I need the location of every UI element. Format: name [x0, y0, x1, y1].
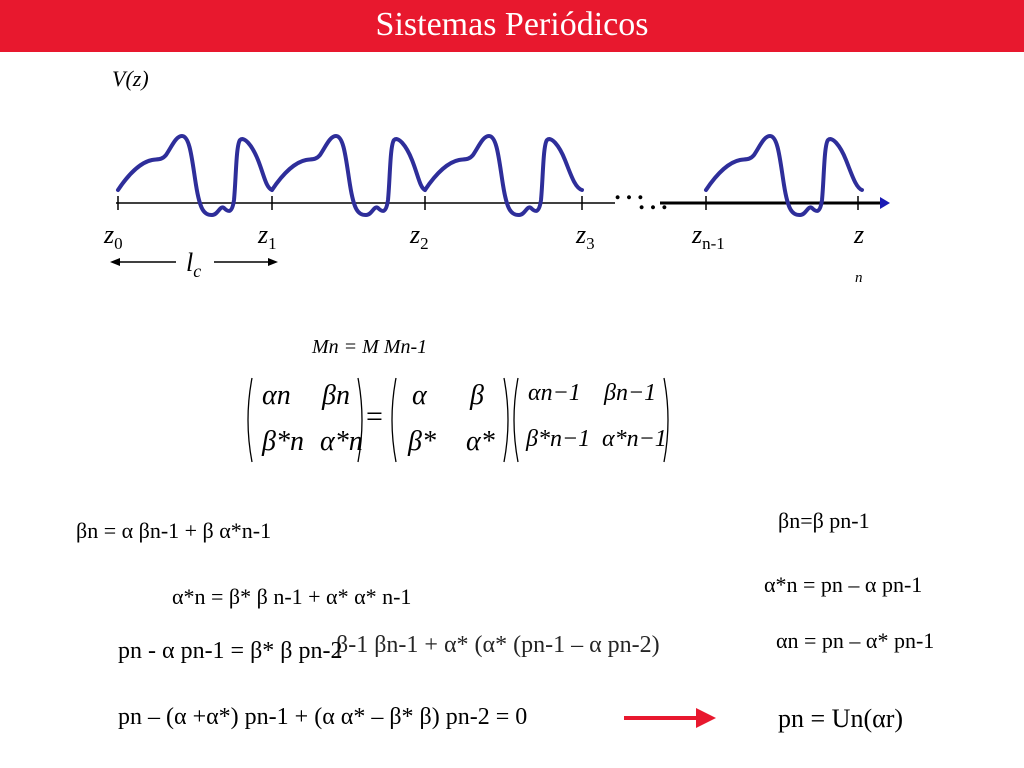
- zn-1-label: zn-1: [692, 220, 725, 254]
- lhs-b: βn: [322, 380, 350, 411]
- axis-arrowhead: [880, 197, 890, 209]
- z0-label: z0: [104, 220, 123, 254]
- lhs-a: αn: [262, 380, 291, 411]
- period-arrow-left-head: [110, 258, 120, 266]
- rhs-a: αn−1: [528, 380, 581, 406]
- periodic-potential-diagram: [110, 134, 890, 266]
- axis-ticks: [117, 196, 859, 210]
- zn-label-subscript: n: [855, 270, 863, 286]
- m-c: β*: [408, 426, 436, 457]
- zn-label: z: [854, 220, 865, 249]
- p-recursion-overlap: β-1 βn-1 + α* (α* (pn-1 – α pn-2): [336, 632, 660, 658]
- alpha-n-p-equation: αn = pn – α* pn-1: [776, 628, 935, 653]
- period-arrow-right-head: [268, 258, 278, 266]
- matrix-brackets: [247, 377, 669, 463]
- m-d: α*: [466, 426, 495, 457]
- alpha-star-n-equation: α*n = β* β n-1 + α* α* n-1: [172, 584, 412, 609]
- rhs-b: βn−1: [604, 380, 657, 406]
- title-bar: [0, 0, 1024, 52]
- z2-label: z2: [410, 220, 429, 254]
- chebyshev-result: pn = Un(αr): [778, 704, 904, 733]
- rhs-c: β*n−1: [526, 426, 591, 452]
- rhs-d: α*n−1: [602, 426, 667, 452]
- ellipsis-upper: …: [612, 170, 648, 207]
- z3-label: z3: [576, 220, 595, 254]
- implies-arrow: [624, 708, 716, 728]
- potential-curve: [116, 134, 864, 217]
- slide-title: Sistemas Periódicos: [375, 6, 649, 43]
- beta-n-p-equation: βn=β pn-1: [778, 508, 870, 533]
- m-b: β: [470, 380, 484, 411]
- matrix-equals: =: [366, 400, 383, 433]
- p-recursion-equation: pn - α pn-1 = β* β pn-2: [118, 638, 343, 664]
- transfer-recursion: Mn = M Mn-1: [312, 336, 428, 358]
- m-a: α: [412, 380, 427, 411]
- ellipsis-lower: …: [636, 180, 672, 217]
- z1-label: z1: [258, 220, 277, 254]
- alpha-star-n-p-equation: α*n = pn – α pn-1: [764, 572, 923, 597]
- potential-axis-label: V(z): [112, 66, 149, 91]
- lhs-c: β*n: [262, 426, 304, 457]
- lhs-d: α*n: [320, 426, 363, 457]
- beta-n-equation: βn = α βn-1 + β α*n-1: [76, 518, 272, 543]
- period-label: lc: [186, 248, 202, 282]
- p-characteristic-equation: pn – (α +α*) pn-1 + (α α* – β* β) pn-2 =…: [118, 704, 528, 730]
